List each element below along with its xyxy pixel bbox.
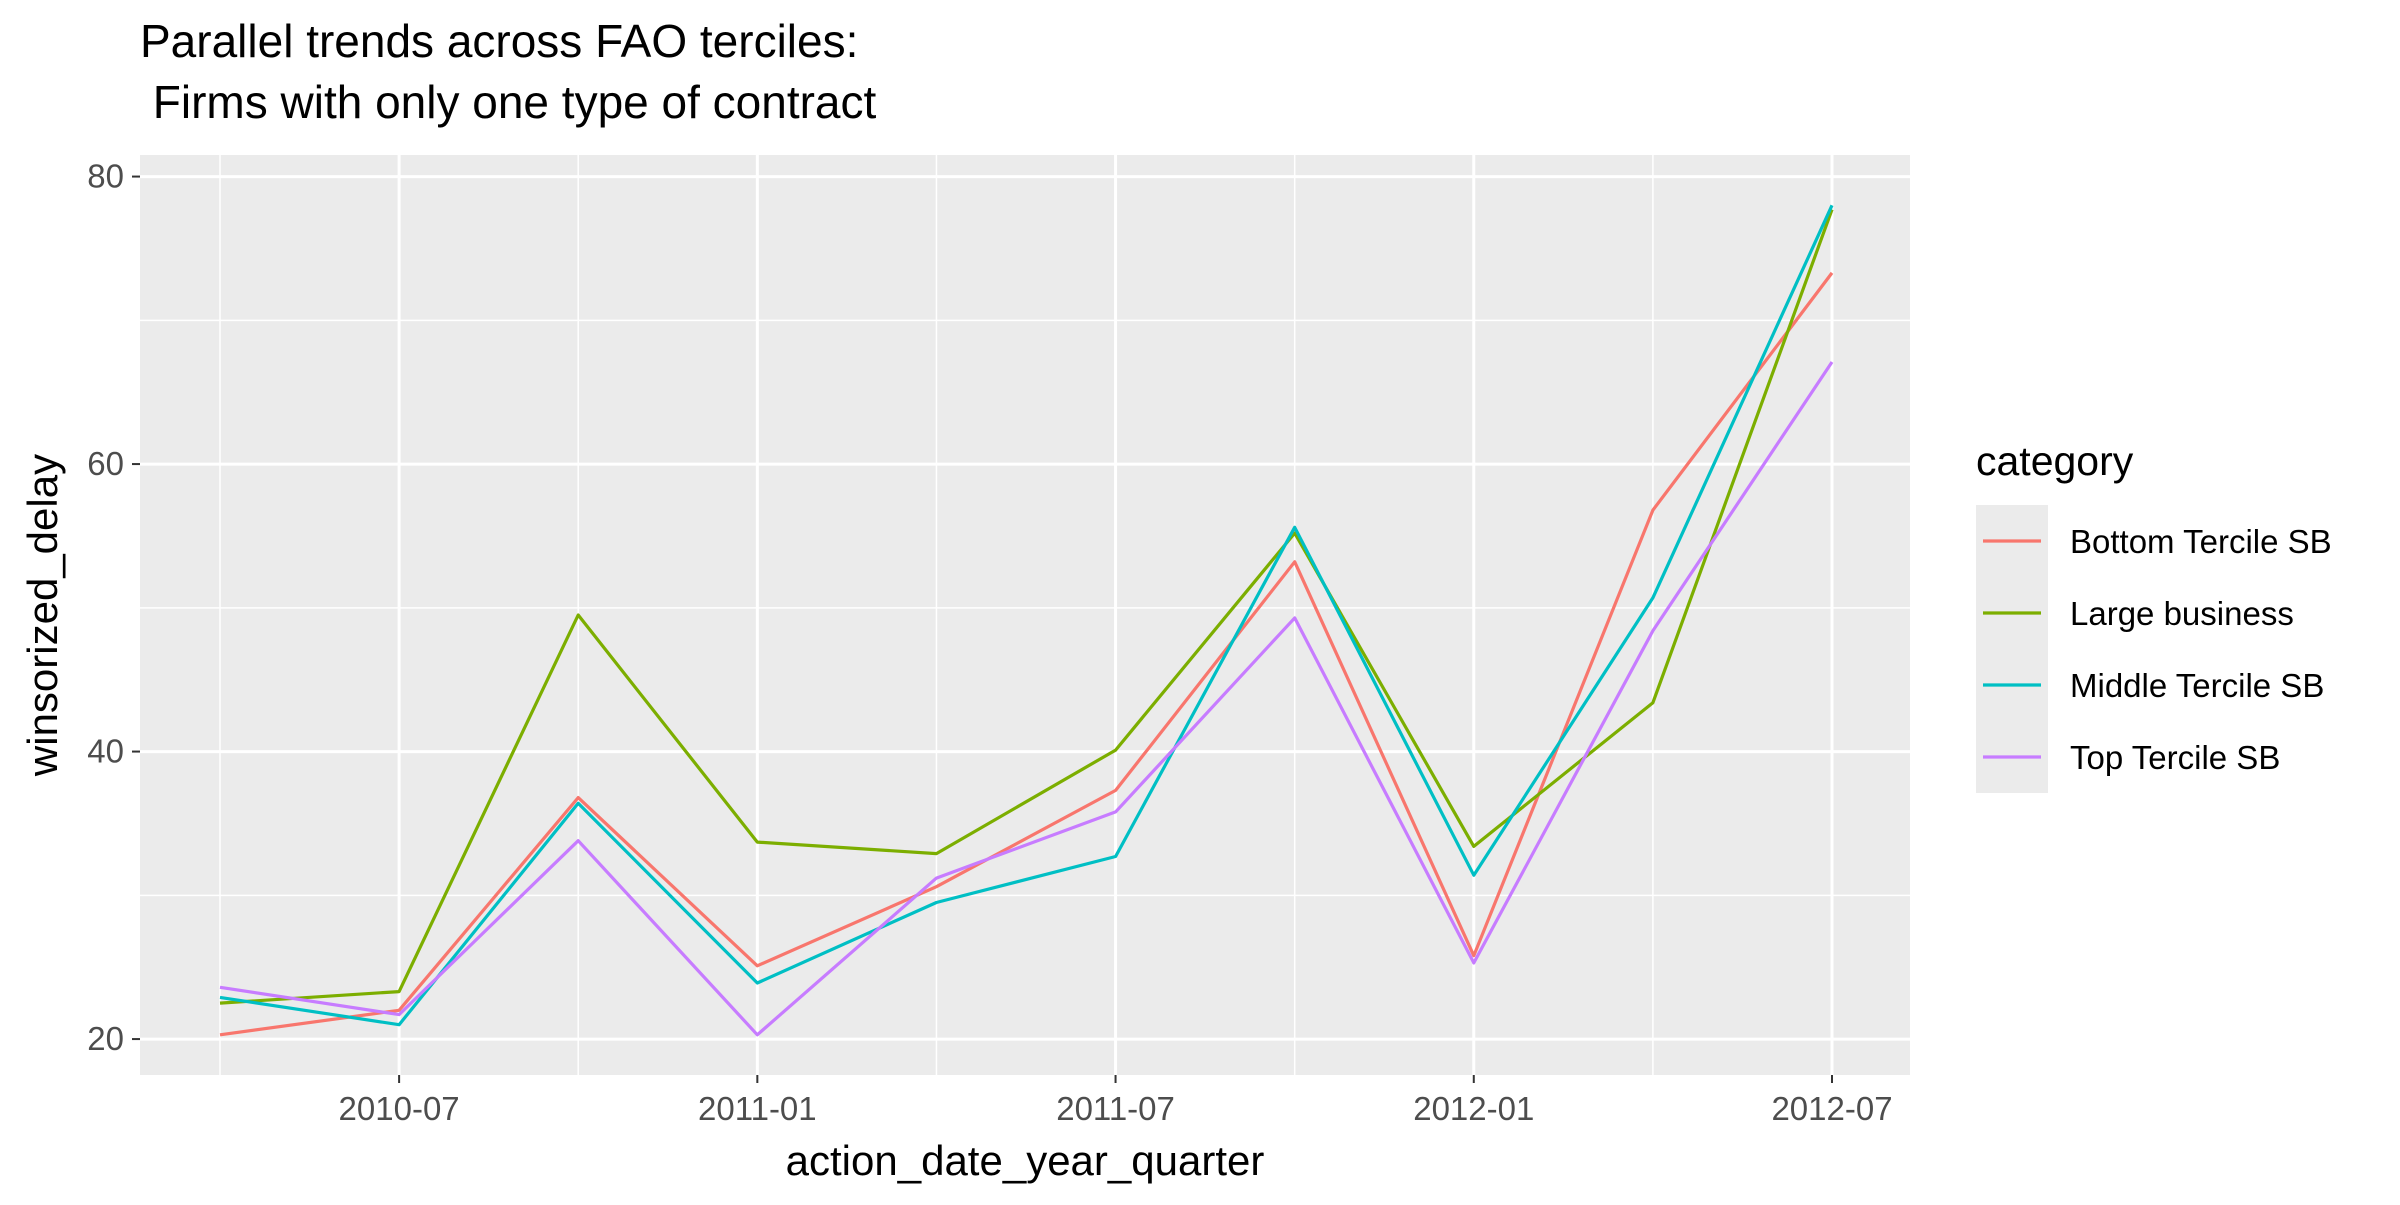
series-line-large-business (219, 209, 1834, 1005)
y-axis-title: winsorized_delay (19, 454, 66, 777)
series-line-middle-tercile-sb (219, 204, 1834, 1027)
axes: 20 40 60 80 2010-07 2011-01 2011-07 2012-01 2012… (87, 158, 1892, 1127)
legend-item: Bottom Tercile SB (1976, 505, 2332, 577)
legend-item: Large business (1976, 577, 2294, 649)
y-tick-label: 80 (87, 158, 124, 195)
legend: category Bottom Tercile SB Large business… (1976, 438, 2332, 793)
plot-panel (140, 155, 1910, 1075)
legend-items: Bottom Tercile SB Large business Middle Te… (1976, 505, 2332, 793)
x-tick-label: 2012-07 (1771, 1090, 1892, 1127)
x-tick-label: 2010-07 (339, 1090, 460, 1127)
legend-label: Bottom Tercile SB (2070, 523, 2332, 560)
series-line-top-tercile-sb (219, 361, 1834, 1037)
legend-label: Large business (2070, 595, 2294, 632)
y-tick-label: 20 (87, 1020, 124, 1057)
x-axis-title: action_date_year_quarter (786, 1137, 1265, 1184)
y-tick-label: 60 (87, 445, 124, 482)
legend-item: Top Tercile SB (1976, 721, 2280, 793)
grid-lines (140, 155, 1910, 1075)
series-lines (219, 204, 1834, 1037)
legend-label: Middle Tercile SB (2070, 667, 2324, 704)
chart-title-line-1: Parallel trends across FAO terciles: (140, 15, 858, 67)
legend-item: Middle Tercile SB (1976, 649, 2324, 721)
legend-label: Top Tercile SB (2070, 739, 2280, 776)
x-tick-label: 2011-07 (1056, 1090, 1175, 1127)
x-tick-label: 2011-01 (698, 1090, 817, 1127)
x-tick-label: 2012-01 (1413, 1090, 1534, 1127)
y-tick-label: 40 (87, 733, 124, 770)
chart-title-line-2: Firms with only one type of contract (140, 76, 877, 128)
series-line-bottom-tercile-sb (219, 271, 1834, 1037)
legend-title: category (1976, 438, 2134, 484)
